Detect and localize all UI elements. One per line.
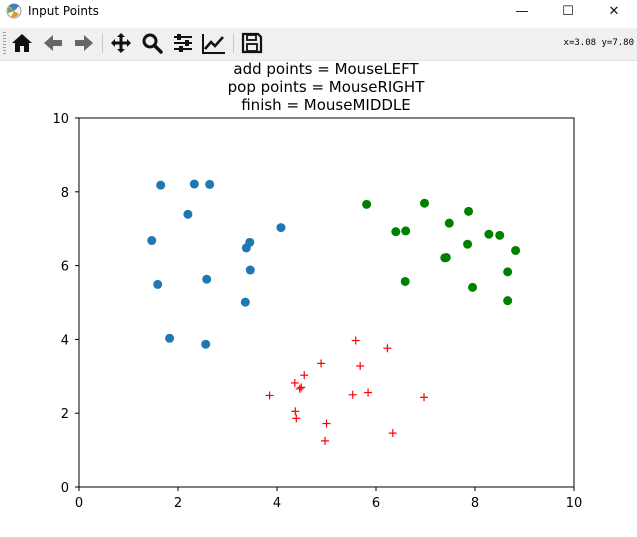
subplots-button[interactable] (170, 30, 196, 56)
plus-point (420, 393, 429, 402)
blue-point (183, 209, 193, 219)
home-icon (12, 34, 32, 52)
plus-point (322, 419, 331, 428)
plus-point (291, 407, 300, 416)
minimize-button[interactable]: — (499, 0, 545, 22)
green-point (401, 226, 411, 236)
plus-point (297, 383, 306, 392)
y-tick-label: 6 (61, 260, 69, 275)
green-point (463, 239, 473, 249)
green-point (503, 296, 513, 306)
green-point (420, 198, 430, 208)
blue-point (245, 237, 255, 247)
pan-icon (111, 33, 131, 53)
blue-point (147, 236, 157, 246)
x-tick-label: 8 (471, 496, 479, 511)
toolbar-separator (102, 33, 103, 53)
plot-frame (78, 117, 575, 488)
plus-point (383, 344, 392, 353)
maximize-icon: ☐ (562, 3, 574, 19)
x-tick-label: 4 (273, 496, 281, 511)
back-button[interactable] (40, 30, 66, 56)
plus-point (292, 414, 301, 423)
maximize-button[interactable]: ☐ (545, 0, 591, 22)
plus-point (300, 371, 309, 380)
plus-point (265, 391, 274, 400)
plus-point (290, 378, 299, 387)
save-button[interactable] (239, 30, 265, 56)
back-arrow-icon (44, 35, 62, 51)
green-point (503, 267, 513, 277)
zoom-button[interactable] (139, 30, 165, 56)
green-point (441, 252, 451, 262)
window-title: Input Points (28, 4, 99, 18)
plus-point (356, 361, 365, 370)
plus-point (348, 390, 357, 399)
close-button[interactable]: ✕ (591, 0, 637, 22)
y-tick-label: 2 (61, 407, 69, 422)
y-tick-label: 10 (52, 112, 69, 127)
blue-point (202, 274, 212, 284)
chart-title-line: pop points = MouseRIGHT (227, 78, 425, 96)
toolbar-grip[interactable] (3, 32, 6, 54)
x-tick-label: 6 (372, 496, 380, 511)
plus-point (317, 359, 326, 368)
cursor-coordinates: x=3.08 y=7.80 (563, 38, 634, 48)
pan-button[interactable] (108, 30, 134, 56)
window-titlebar: Input Points — ☐ ✕ (0, 0, 637, 22)
green-point (362, 199, 372, 209)
edit-axes-button[interactable] (201, 30, 227, 56)
plus-point (351, 336, 360, 345)
plus-point (321, 436, 330, 445)
blue-point (240, 297, 250, 307)
blue-point (276, 223, 286, 233)
x-tick-label: 0 (75, 496, 83, 511)
save-icon (241, 32, 263, 54)
plus-point (364, 388, 373, 397)
forward-arrow-icon (75, 35, 93, 51)
navigation-toolbar: x=3.08 y=7.80 (0, 28, 637, 61)
green-point (484, 229, 494, 239)
plus-point (295, 384, 304, 393)
toolbar-separator (233, 33, 234, 53)
y-tick-label: 4 (61, 333, 69, 348)
green-point (464, 206, 474, 216)
blue-point (165, 333, 175, 343)
green-point (400, 276, 410, 286)
blue-point (201, 339, 211, 349)
close-icon: ✕ (608, 3, 620, 19)
zoom-icon (142, 33, 163, 54)
chart-title-line: finish = MouseMIDDLE (241, 96, 411, 114)
forward-button[interactable] (71, 30, 97, 56)
chart-title: add points = MouseLEFT pop points = Mous… (0, 60, 637, 114)
y-tick-label: 0 (61, 481, 69, 496)
blue-point (205, 179, 215, 189)
green-point (495, 230, 505, 240)
x-tick-label: 10 (566, 496, 583, 511)
subplots-config-icon (174, 34, 192, 52)
app-logo-icon (6, 3, 22, 19)
green-point (444, 218, 454, 228)
blue-point (153, 279, 163, 289)
x-tick-label: 2 (174, 496, 182, 511)
blue-point (189, 179, 199, 189)
blue-point (156, 180, 166, 190)
minimize-icon: — (515, 3, 529, 19)
green-point (468, 282, 478, 292)
blue-point (245, 265, 255, 275)
y-tick-label: 8 (61, 186, 69, 201)
plus-point (388, 429, 397, 438)
green-point (511, 245, 521, 255)
edit-axes-icon (202, 34, 225, 54)
home-button[interactable] (9, 30, 35, 56)
chart-title-line: add points = MouseLEFT (233, 60, 419, 78)
green-point (391, 227, 401, 237)
